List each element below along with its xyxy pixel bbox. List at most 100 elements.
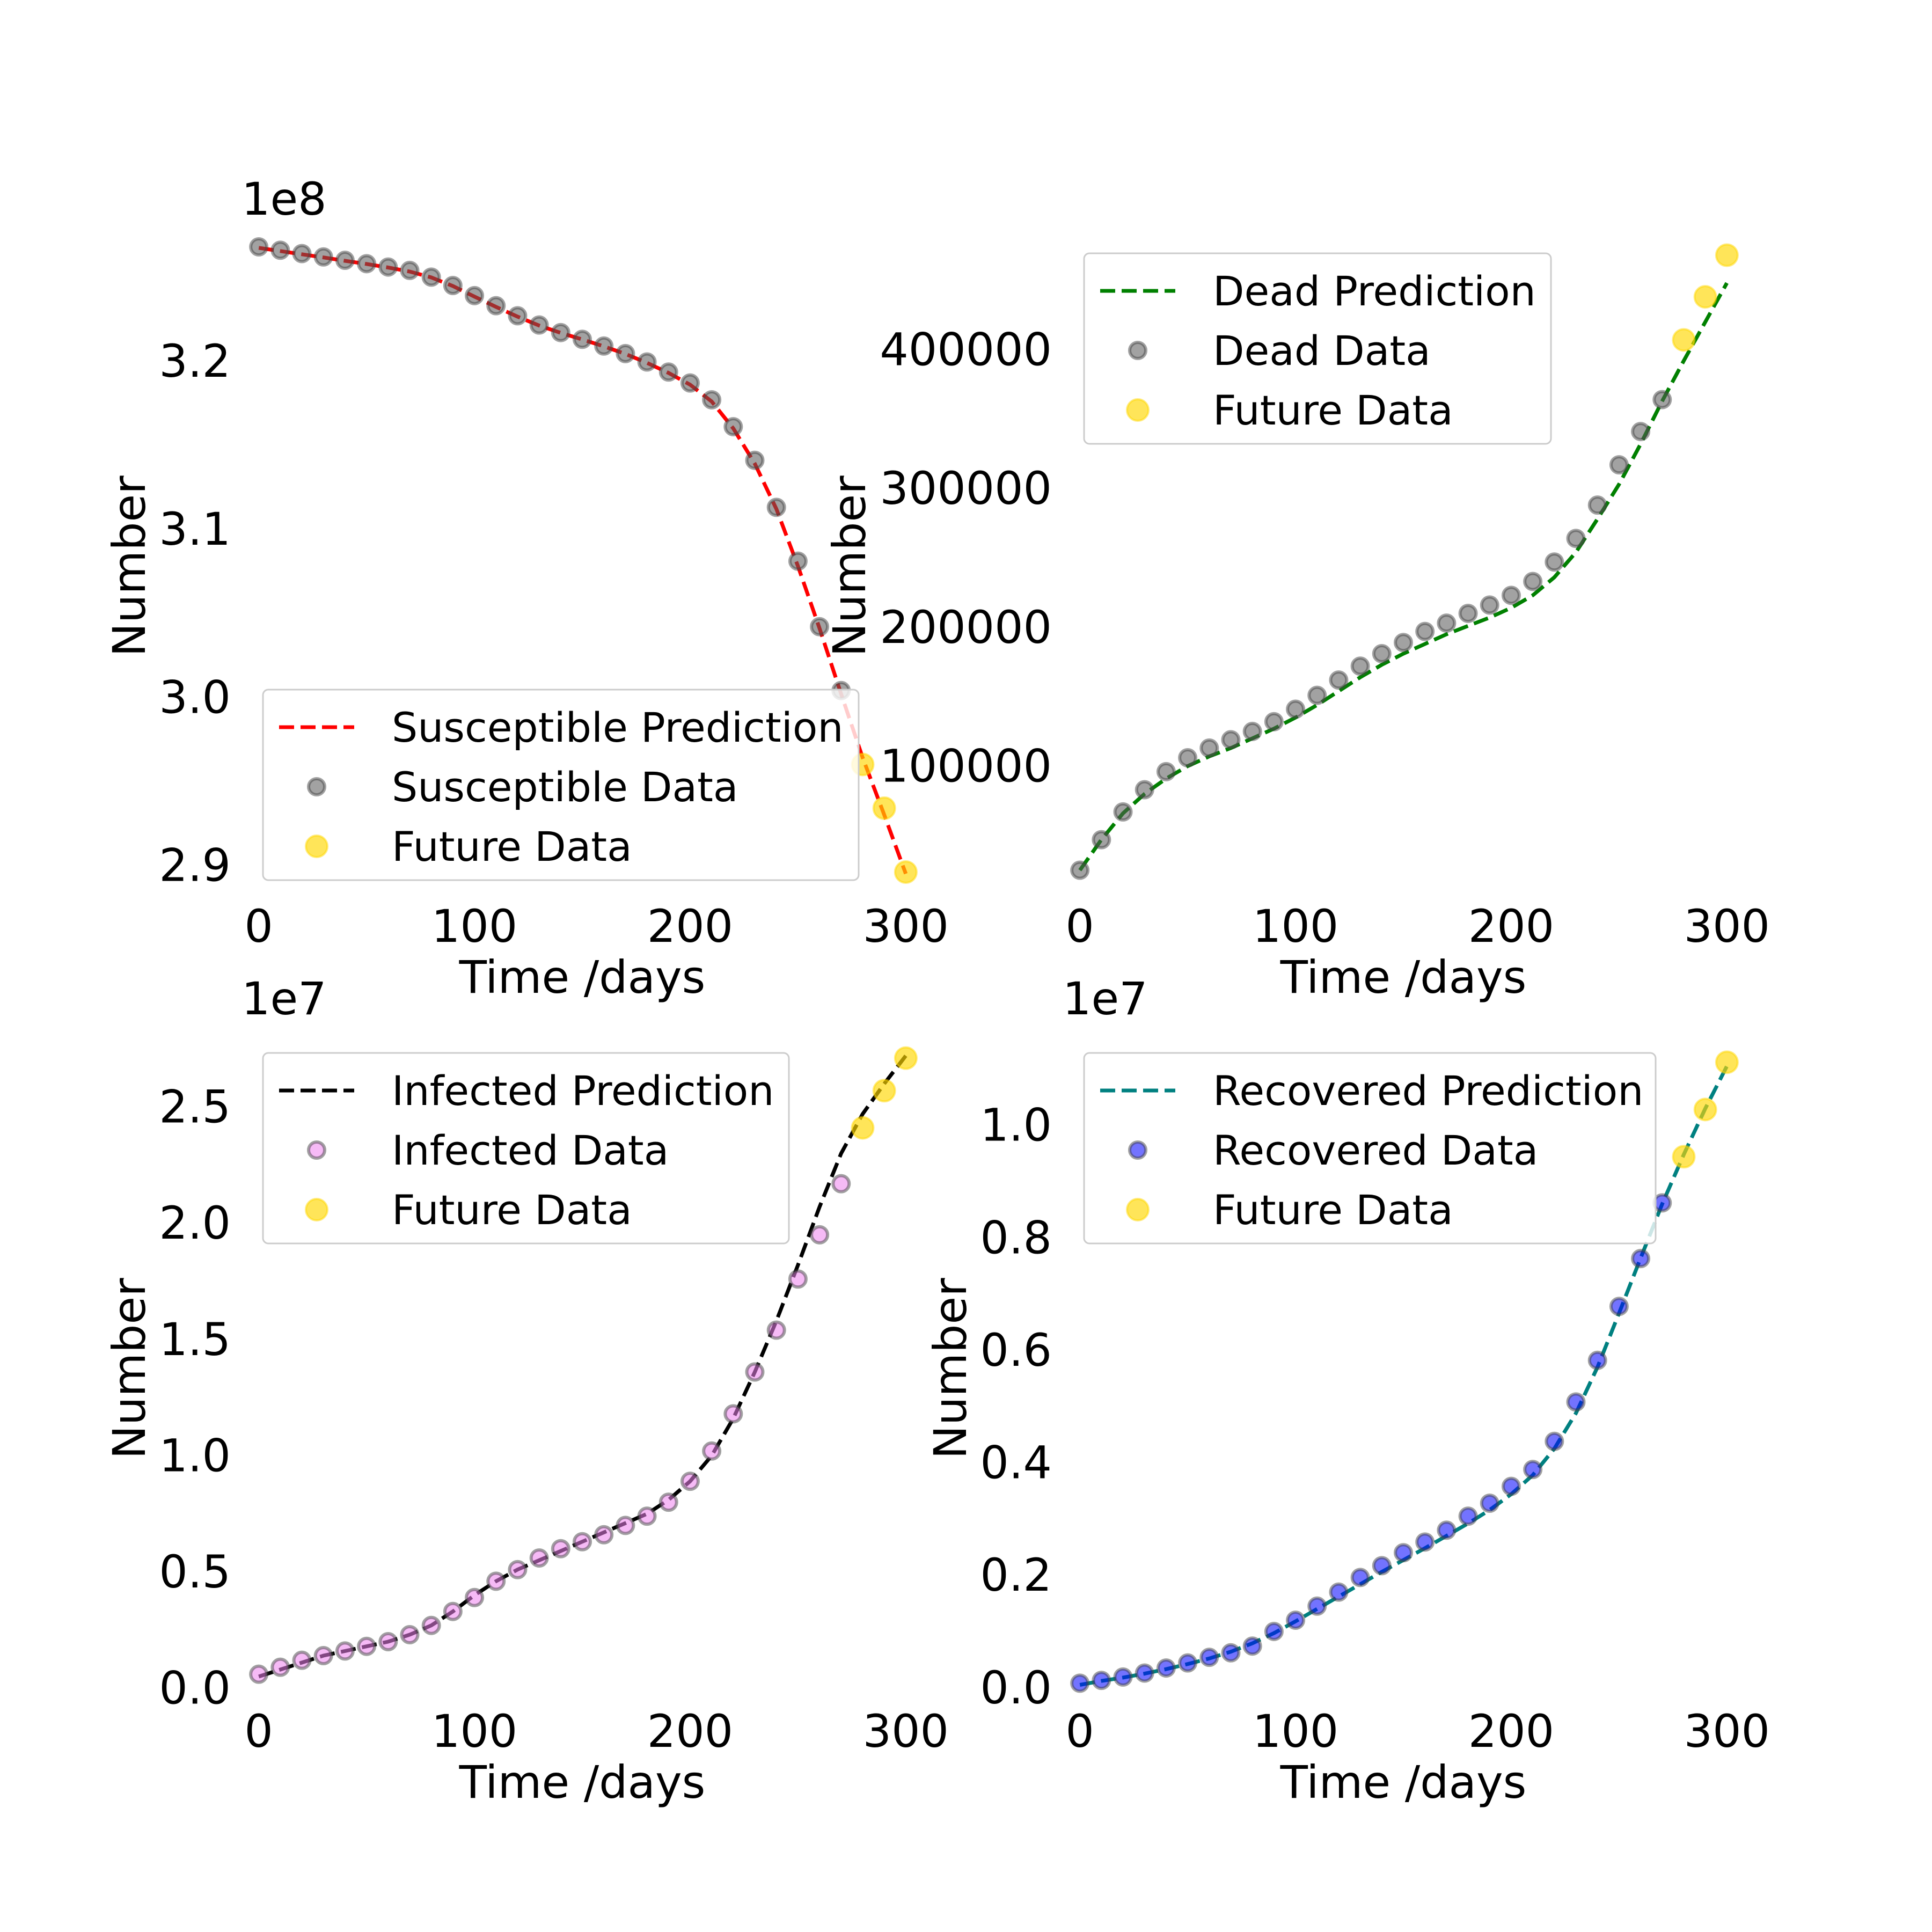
data-point — [378, 257, 398, 277]
data-point — [1631, 422, 1651, 442]
data-point — [1092, 830, 1111, 850]
x-tick-label: 200 — [647, 900, 733, 953]
data-point — [421, 267, 441, 287]
data-point — [1394, 1543, 1413, 1563]
y-tick-label: 200000 — [880, 601, 1052, 654]
data-point — [1652, 1193, 1672, 1213]
data-point — [745, 1362, 765, 1382]
data-point — [1135, 1663, 1154, 1683]
data-point — [421, 1615, 441, 1635]
y-tick-label: 3.2 — [159, 335, 231, 387]
data-point — [1587, 495, 1607, 515]
legend-box — [1083, 1052, 1657, 1245]
data-point — [1545, 1431, 1564, 1451]
data-point — [1372, 1556, 1392, 1576]
future-data-point — [872, 796, 896, 820]
x-tick-label: 200 — [1468, 1705, 1554, 1758]
legend: Infected Prediction Infected Data Future D… — [262, 1052, 790, 1245]
data-point — [465, 1587, 485, 1607]
x-tick-label: 300 — [863, 900, 949, 953]
data-point — [680, 373, 700, 393]
legend-entry-label: Recovered Data — [1213, 1126, 1538, 1174]
data-point — [594, 1525, 614, 1545]
data-point — [1350, 656, 1370, 676]
y-tick-label: 400000 — [880, 323, 1052, 376]
legend-entry-label: Future Data — [392, 823, 632, 870]
data-point — [1113, 1667, 1133, 1687]
data-point — [378, 1632, 398, 1652]
data-point — [335, 251, 355, 270]
x-tick-label: 100 — [431, 1705, 517, 1758]
data-point — [1307, 1596, 1327, 1616]
data-point — [616, 343, 635, 363]
data-point — [1437, 613, 1457, 633]
data-point — [1092, 1671, 1111, 1690]
data-point — [1286, 699, 1306, 719]
y-tick-label: 300000 — [880, 462, 1052, 515]
data-point — [357, 1636, 377, 1656]
chart-panel-infected: 0 100 200 300 0.0 0.5 1.0 1.5 2.0 2.5 Time /days Nu… — [103, 972, 949, 1809]
data-point — [1480, 1494, 1499, 1513]
y-tick-label: 100000 — [880, 740, 1052, 793]
data-point — [270, 240, 290, 260]
data-point — [637, 352, 657, 372]
data-point — [810, 617, 830, 636]
legend-entry-label: Future Data — [1213, 386, 1453, 434]
y-tick-label: 2.5 — [159, 1081, 231, 1133]
y-tick-label: 0.6 — [980, 1324, 1052, 1377]
data-point — [1264, 712, 1284, 731]
data-point — [1415, 621, 1435, 641]
data-point — [658, 362, 678, 382]
chart-panel-dead: 0 100 200 300 100000 200000 300000 400000 Time /… — [823, 243, 1770, 1004]
data-point — [1652, 390, 1672, 409]
x-axis-label: Time /days — [459, 951, 706, 1004]
data-point — [1609, 455, 1629, 475]
future-data-point — [1715, 1050, 1739, 1074]
legend-entry-label: Susceptible Prediction — [392, 704, 844, 751]
data-point — [313, 1646, 333, 1666]
data-point — [1199, 738, 1219, 758]
x-tick-label: 0 — [244, 1705, 273, 1758]
data-point — [702, 390, 722, 409]
data-point — [1501, 1476, 1521, 1496]
data-point — [551, 323, 570, 342]
data-point — [1221, 730, 1241, 750]
data-point — [1113, 802, 1133, 822]
future-data-point — [872, 1079, 896, 1103]
y-offset-label: 1e7 — [1063, 972, 1148, 1025]
data-point — [594, 336, 614, 356]
data-point — [680, 1472, 700, 1491]
data-point — [788, 551, 808, 571]
data-point — [1458, 1506, 1478, 1526]
data-point — [616, 1516, 635, 1535]
data-point — [1631, 1249, 1651, 1269]
x-axis-label: Time /days — [1280, 1756, 1527, 1809]
x-tick-label: 0 — [1065, 900, 1094, 953]
data-point — [1480, 595, 1499, 615]
data-point — [1523, 572, 1543, 591]
data-point — [702, 1441, 722, 1461]
y-tick-label: 0.8 — [980, 1211, 1052, 1264]
data-point — [1350, 1568, 1370, 1587]
y-tick-label: 2.9 — [159, 839, 231, 891]
y-tick-label: 0.5 — [159, 1546, 231, 1598]
chart-panel-susceptible: 0 100 200 300 2.9 3.0 3.1 3.2 Time /days Number 1e… — [103, 173, 949, 1004]
x-tick-label: 200 — [647, 1705, 733, 1758]
legend-box — [262, 1052, 790, 1245]
x-tick-label: 300 — [1684, 900, 1770, 953]
future-data-point — [1672, 1145, 1696, 1169]
data-point — [745, 450, 765, 470]
data-point — [658, 1492, 678, 1512]
legend-entry-label: Infected Prediction — [392, 1067, 774, 1115]
data-point — [723, 417, 743, 437]
x-axis-label: Time /days — [1280, 951, 1527, 1004]
data-point — [292, 244, 312, 264]
legend-entry-label: Future Data — [392, 1186, 632, 1234]
legend: Susceptible Prediction Susceptible Data Fu… — [262, 689, 860, 881]
y-offset-label: 1e8 — [241, 173, 327, 225]
legend-marker-swatch — [307, 1140, 326, 1160]
data-point — [1437, 1520, 1457, 1540]
future-data-point — [894, 860, 918, 884]
y-tick-label: 0.2 — [980, 1549, 1052, 1601]
